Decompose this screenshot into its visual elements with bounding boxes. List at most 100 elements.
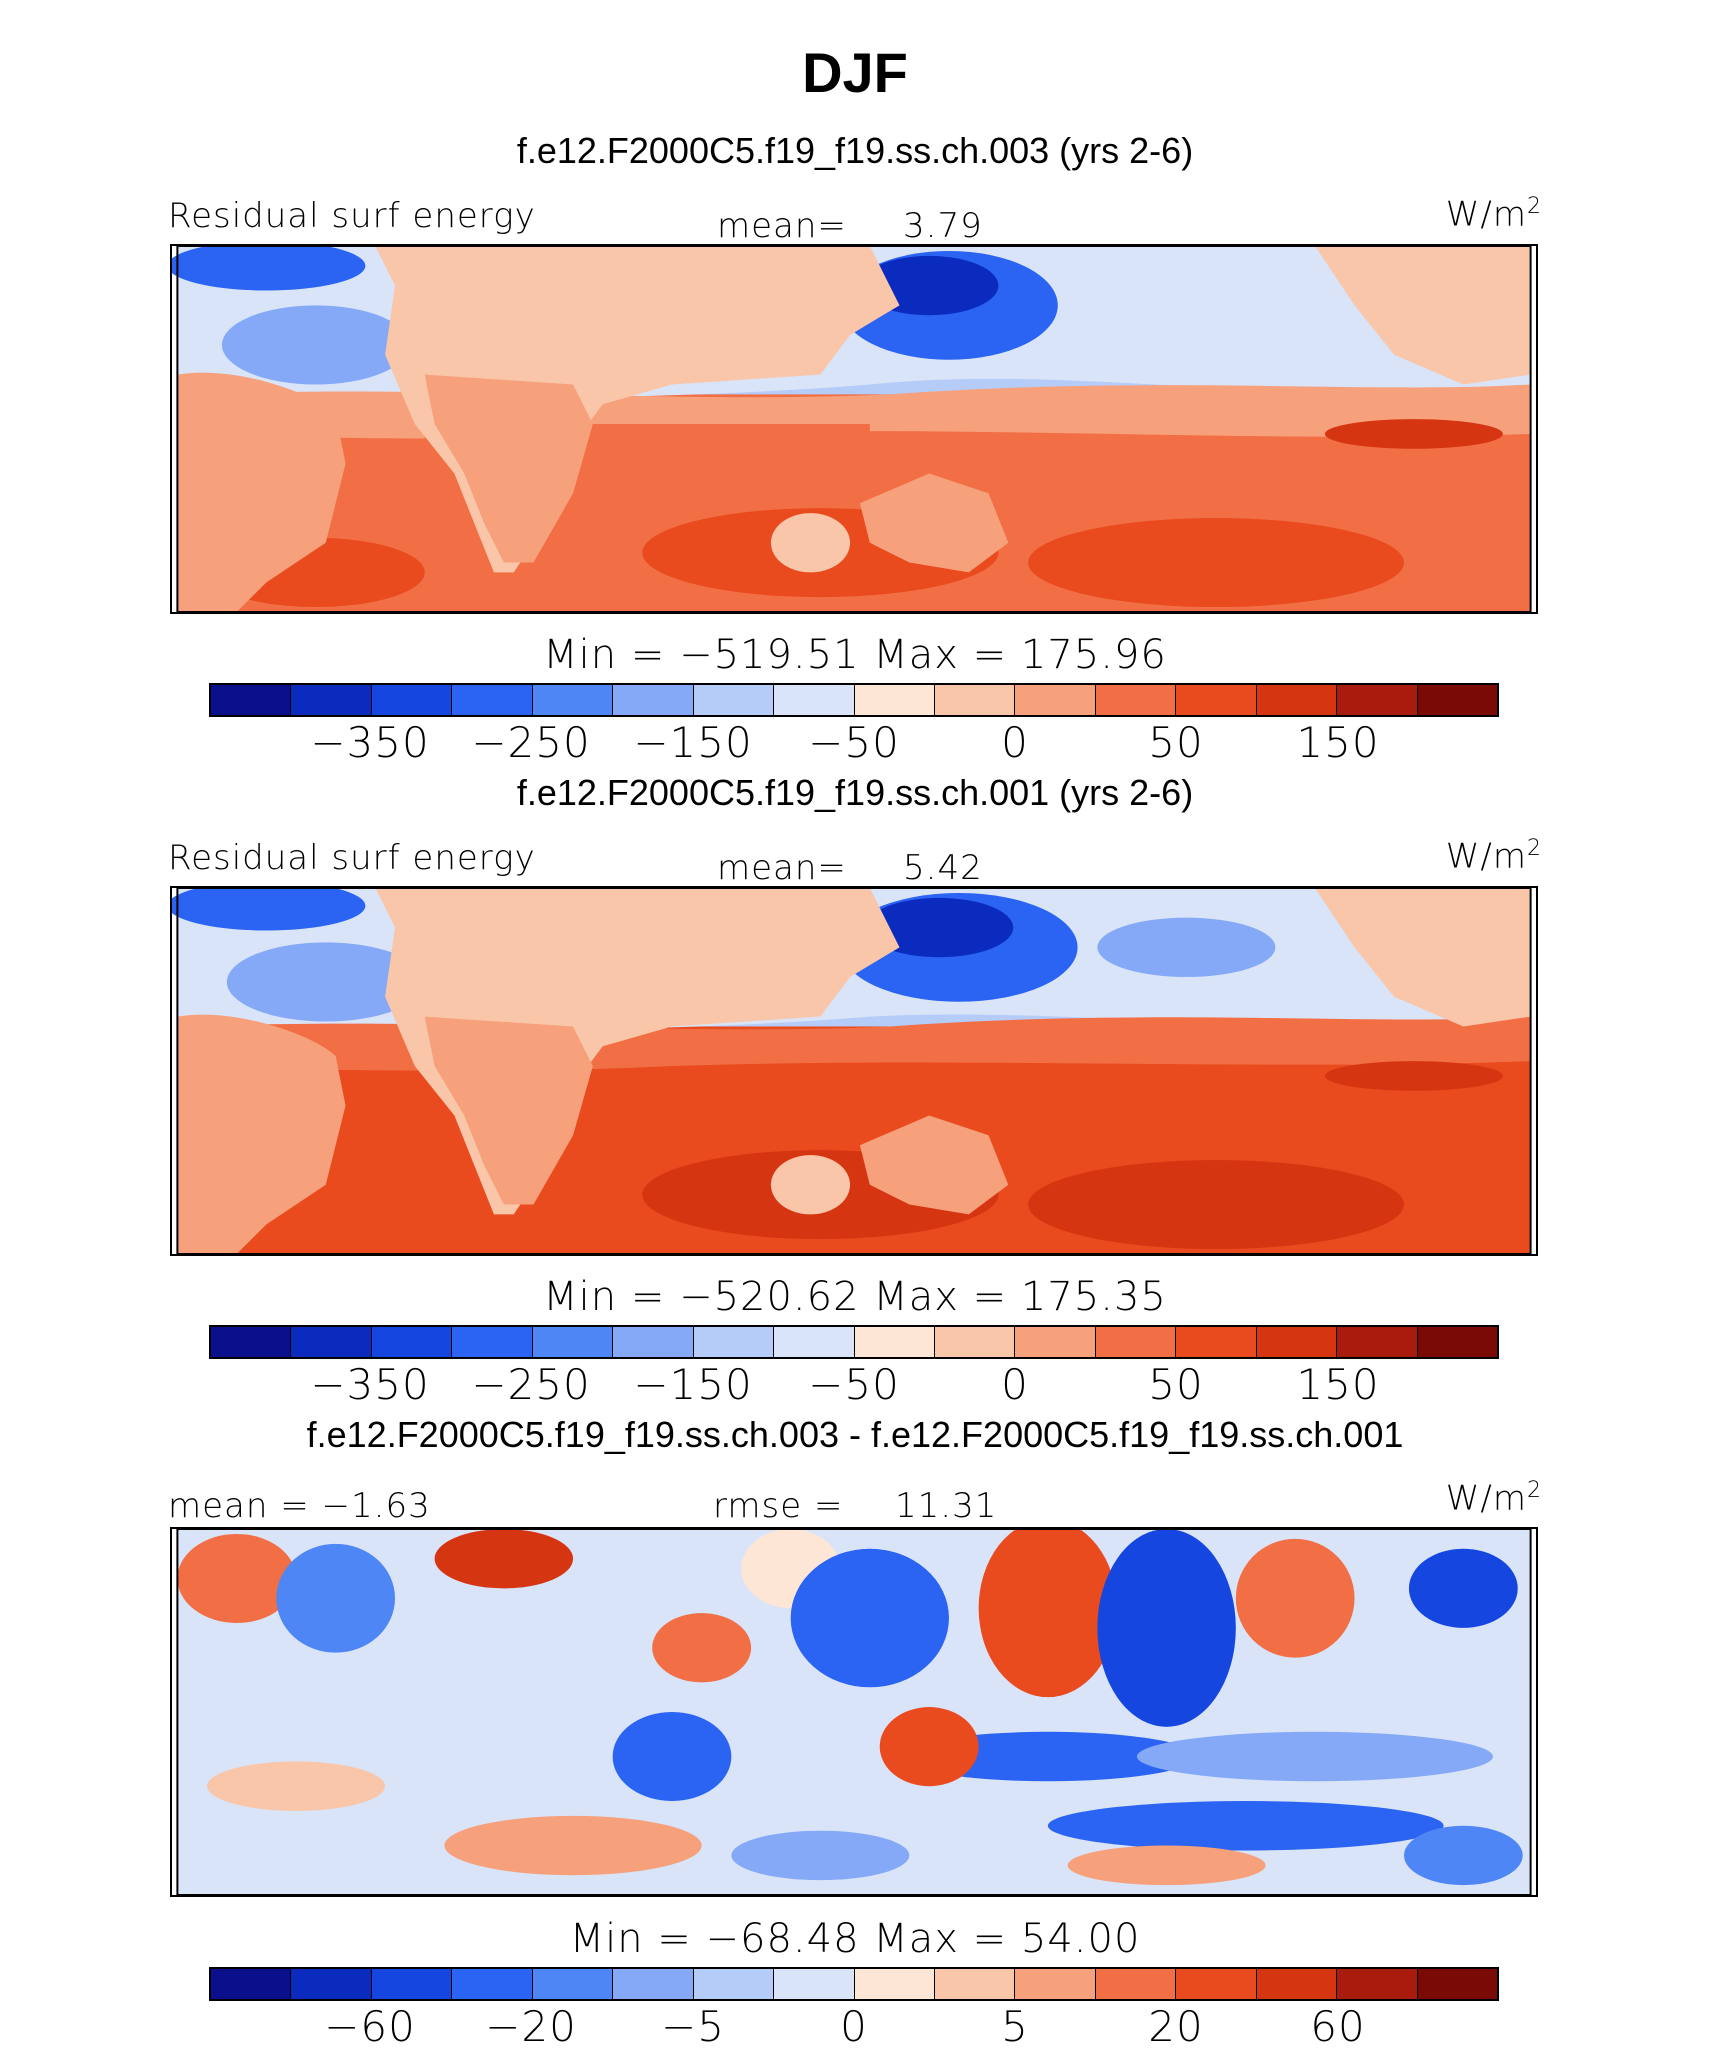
colorbar-swatch [854,685,935,715]
panel-2-mean-label: mean= [717,848,847,888]
colorbar-swatch [854,1969,935,1999]
panel-2-mean-value: 5.42 [903,848,983,888]
colorbar-tick: −60 [324,2002,416,2051]
colorbar-swatch [291,1969,372,1999]
colorbar-swatch [1095,1327,1177,1357]
colorbar-swatch [613,1969,694,1999]
colorbar-swatch [774,1327,855,1357]
panel-3-minmax: Min = −68.48 Max = 54.00 [569,1916,1141,1962]
colorbar-swatch [1417,1969,1497,1999]
colorbar-swatch [1176,1327,1257,1357]
colorbar-swatch [1015,1327,1096,1357]
panel-3-colorbar [209,1967,1499,2001]
panel-1-colorbar-ticks: −350 −250 −150 −50 0 50 150 [209,718,1499,768]
colorbar-swatch [1256,1969,1338,1999]
colorbar-swatch [371,1327,453,1357]
colorbar-swatch [1337,685,1418,715]
panel-2-map [170,886,1538,1256]
colorbar-swatch [693,685,775,715]
colorbar-swatch [1015,685,1096,715]
colorbar-tick: −50 [808,718,900,767]
panel-2-contour-plot [172,888,1532,1254]
colorbar-swatch [532,1327,614,1357]
panel-1-title: f.e12.F2000C5.f19_f19.ss.ch.003 (yrs 2-6… [516,130,1194,171]
figure-title: DJF [802,41,908,104]
colorbar-swatch [1176,1969,1257,1999]
colorbar-tick: 5 [1001,2002,1029,2051]
panel-3-contour-plot [176,1529,1532,1895]
colorbar-swatch [452,1969,533,1999]
colorbar-tick: 0 [840,2002,868,2051]
colorbar-swatch [211,1969,292,1999]
colorbar-tick: −50 [808,1360,900,1409]
colorbar-tick: −150 [633,1360,753,1409]
colorbar-swatch [452,1327,533,1357]
panel-3-rmse-label: rmse = [713,1486,844,1526]
panel-1-units: W/m2 [1445,194,1542,235]
colorbar-tick: −250 [471,1360,591,1409]
colorbar-swatch [934,685,1016,715]
panel-2-title: f.e12.F2000C5.f19_f19.ss.ch.001 (yrs 2-6… [516,772,1194,813]
colorbar-swatch [613,685,694,715]
colorbar-swatch [934,1327,1016,1357]
colorbar-tick: 150 [1296,1360,1380,1409]
panel-3-map [170,1527,1538,1897]
colorbar-tick: −20 [485,2002,577,2051]
colorbar-tick: −350 [310,718,430,767]
colorbar-swatch [934,1969,1016,1999]
panel-2-colorbar [209,1325,1499,1359]
panel-2-variable-label: Residual surf energy [168,838,536,878]
colorbar-swatch [1095,1969,1177,1999]
colorbar-swatch [291,685,372,715]
colorbar-swatch [1256,685,1338,715]
panel-2-colorbar-ticks: −350 −250 −150 −50 0 50 150 [209,1360,1499,1410]
colorbar-tick: −5 [661,2002,725,2051]
panel-3-units: W/m2 [1445,1478,1542,1519]
colorbar-tick: −150 [633,718,753,767]
colorbar-swatch [371,1969,453,1999]
colorbar-swatch [371,685,453,715]
colorbar-swatch [613,1327,694,1357]
colorbar-swatch [1417,1327,1497,1357]
colorbar-swatch [211,685,292,715]
panel-3-mean-label: mean = −1.63 [168,1486,431,1526]
colorbar-tick: −350 [310,1360,430,1409]
colorbar-swatch [452,685,533,715]
panel-1-contour-plot [172,246,1532,612]
colorbar-tick: 20 [1148,2002,1204,2051]
colorbar-swatch [693,1969,775,1999]
colorbar-swatch [532,1969,614,1999]
colorbar-swatch [1095,685,1177,715]
colorbar-swatch [1015,1969,1096,1999]
panel-1-mean-value: 3.79 [903,206,983,246]
colorbar-swatch [693,1327,775,1357]
panel-3-title: f.e12.F2000C5.f19_f19.ss.ch.003 - f.e12.… [306,1414,1404,1455]
panel-2-units: W/m2 [1445,836,1542,877]
colorbar-swatch [211,1327,292,1357]
colorbar-swatch [854,1327,935,1357]
panel-1-minmax: Min = −519.51 Max = 175.96 [543,632,1167,678]
panel-1-mean-label: mean= [717,206,847,246]
panel-3-colorbar-ticks: −60 −20 −5 0 5 20 60 [209,2002,1499,2052]
panel-1-colorbar [209,683,1499,717]
panel-3-rmse-value: 11.31 [895,1486,998,1526]
colorbar-tick: 150 [1296,718,1380,767]
panel-1-variable-label: Residual surf energy [168,196,536,236]
colorbar-tick: −250 [471,718,591,767]
colorbar-swatch [291,1327,372,1357]
colorbar-swatch [774,685,855,715]
colorbar-tick: 50 [1148,718,1204,767]
colorbar-tick: 50 [1148,1360,1204,1409]
colorbar-swatch [1417,685,1497,715]
colorbar-swatch [774,1969,855,1999]
panel-1-map [170,244,1538,614]
colorbar-swatch [532,685,614,715]
colorbar-swatch [1176,685,1257,715]
panel-2-minmax: Min = −520.62 Max = 175.35 [543,1274,1167,1320]
colorbar-tick: 0 [1001,718,1029,767]
colorbar-swatch [1256,1327,1338,1357]
colorbar-swatch [1337,1969,1418,1999]
colorbar-tick: 60 [1310,2002,1366,2051]
colorbar-swatch [1337,1327,1418,1357]
colorbar-tick: 0 [1001,1360,1029,1409]
